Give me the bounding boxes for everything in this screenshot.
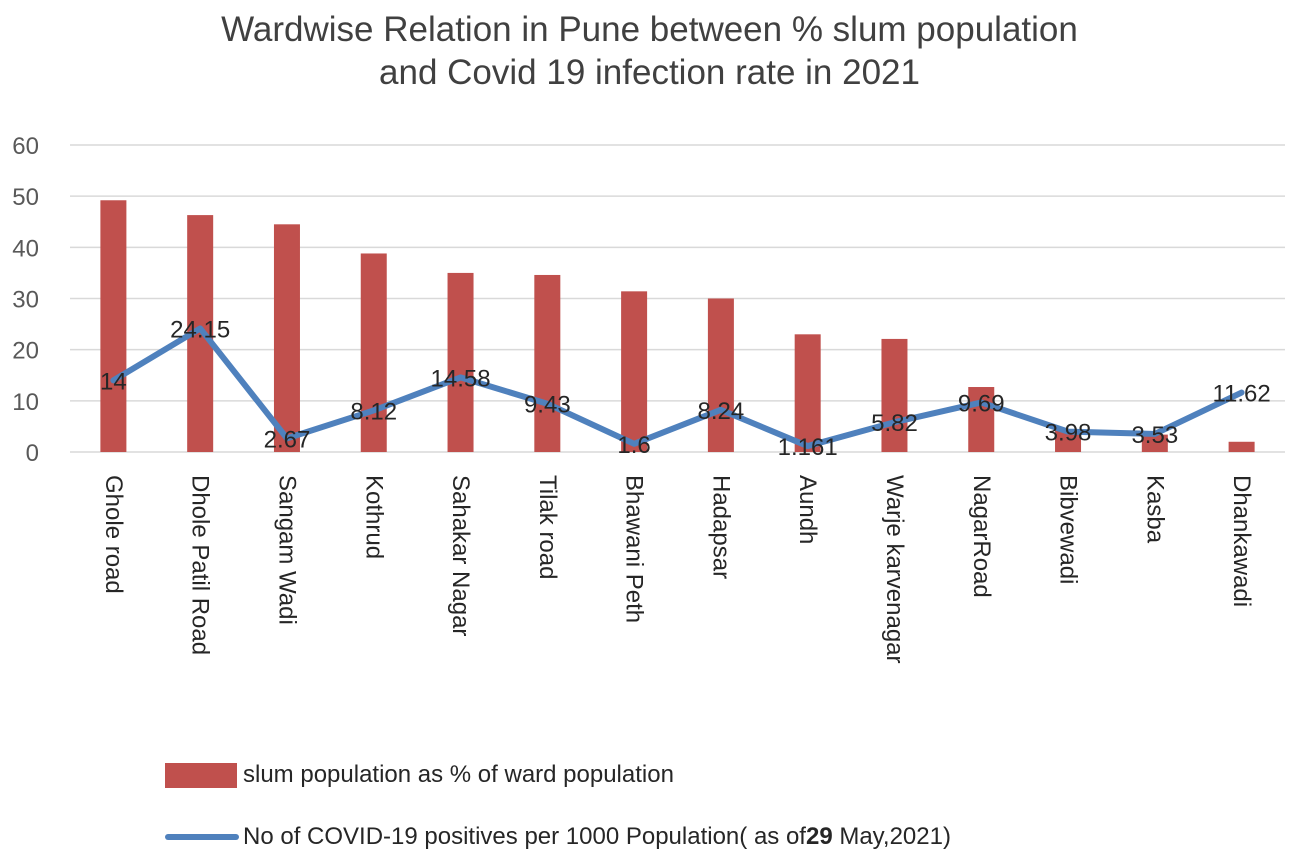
data-label: 8.24 xyxy=(698,398,745,425)
bar xyxy=(794,334,821,452)
x-tick-label: NagarRoad xyxy=(968,475,995,598)
bar xyxy=(447,272,474,452)
y-tick-label: 20 xyxy=(12,338,39,365)
line-series xyxy=(110,325,1245,450)
x-tick-label: Hadapsar xyxy=(707,475,734,579)
data-label: 3.53 xyxy=(1131,422,1178,449)
bar xyxy=(1228,441,1255,452)
data-label: 14 xyxy=(100,368,127,395)
chart-title-line-2: and Covid 19 infection rate in 2021 xyxy=(379,53,920,92)
data-label: 11.62 xyxy=(1212,381,1270,408)
legend-label-line-part-3: May,2021) xyxy=(832,823,951,850)
data-label: 8.12 xyxy=(350,398,397,425)
y-tick-label: 40 xyxy=(12,235,39,262)
x-tick-label: Bibvewadi xyxy=(1055,475,1082,584)
legend-swatch-bars xyxy=(165,762,237,788)
bar xyxy=(100,200,127,452)
data-label: 5.82 xyxy=(871,410,918,437)
y-tick-label: 30 xyxy=(12,287,39,314)
chart-title: Wardwise Relation in Pune between % slum… xyxy=(0,8,1299,94)
data-label: 2.67 xyxy=(264,426,311,453)
bar xyxy=(360,253,387,452)
bar xyxy=(707,298,734,452)
legend-item-bars: slum population as % of ward population xyxy=(165,760,674,790)
legend-item-line: No of COVID-19 positives per 1000 Popula… xyxy=(165,822,951,852)
legend-label-bars: slum population as % of ward population xyxy=(243,761,674,788)
y-tick-label: 10 xyxy=(12,389,39,416)
x-tick-label: Bhawani Peth xyxy=(621,475,648,623)
legend-label-line-part-1: No of COVID-19 positives per 1000 Popula… xyxy=(243,823,806,850)
x-tick-label: Warje karvenagar xyxy=(881,475,908,664)
data-label: 9.69 xyxy=(958,390,1005,417)
legend-swatch-line xyxy=(165,834,239,840)
bar xyxy=(1141,434,1168,452)
y-tick-label: 60 xyxy=(12,133,39,160)
x-tick-label: Kasba xyxy=(1141,475,1168,544)
bar xyxy=(1055,430,1082,452)
legend-label-line: No of COVID-19 positives per 1000 Popula… xyxy=(243,823,951,851)
x-tick-label: Tilak road xyxy=(534,475,561,579)
legend-label-line-part-2: 29 xyxy=(805,823,833,850)
data-label: 24.15 xyxy=(170,316,230,343)
data-label: 1.161 xyxy=(778,434,838,461)
x-tick-label: Sahakar Nagar xyxy=(447,475,474,636)
bar xyxy=(273,224,300,452)
x-tick-label: Sangam Wadi xyxy=(273,475,300,625)
x-tick-label: Dhole Patil Road xyxy=(187,475,214,655)
x-tick-label: Ghole road xyxy=(100,475,127,594)
chart-title-line-1: Wardwise Relation in Pune between % slum… xyxy=(221,10,1078,49)
x-tick-label: Dhankawadi xyxy=(1228,475,1255,607)
bar xyxy=(534,274,561,452)
x-tick-label: Kothrud xyxy=(360,475,387,559)
bar xyxy=(621,291,648,452)
y-tick-label: 50 xyxy=(12,184,39,211)
data-label: 14.58 xyxy=(431,365,491,392)
x-tick-label: Aundh xyxy=(794,475,821,544)
bar xyxy=(881,338,908,452)
y-tick-label: 0 xyxy=(26,440,39,467)
data-label: 1.6 xyxy=(617,432,650,459)
bar xyxy=(968,387,995,452)
data-label: 3.98 xyxy=(1045,420,1092,447)
data-label: 9.43 xyxy=(524,392,571,419)
